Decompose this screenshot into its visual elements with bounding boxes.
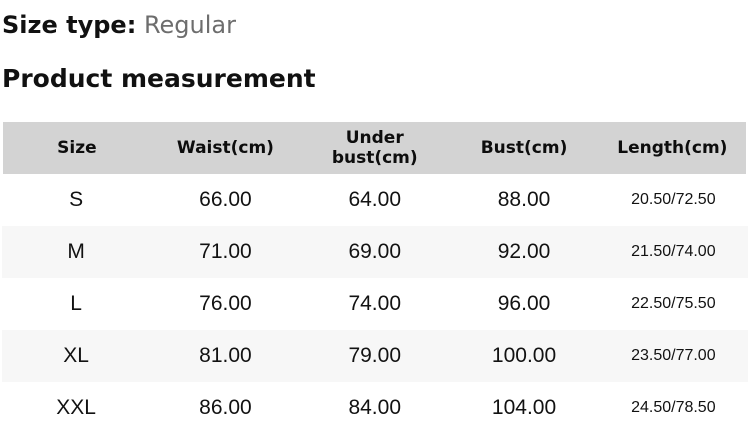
column-header-length: Length(cm) xyxy=(598,121,750,174)
product-size-section: Size type: Regular Product measurement S… xyxy=(0,11,750,434)
cell-waist: 86.00 xyxy=(199,395,252,419)
column-header-under-bust: Under bust(cm) xyxy=(300,121,450,174)
cell-under-bust: 74.00 xyxy=(348,291,402,315)
table-row-xxl: XXL 86.00 84.00 104.00 24.50/78.50 xyxy=(2,382,749,434)
cell-under-bust: 79.00 xyxy=(348,343,402,367)
cell-waist: 76.00 xyxy=(199,291,252,315)
cell-size: S xyxy=(69,187,84,211)
table-head: Size Waist(cm) Under bust(cm) Bust(cm) L… xyxy=(0,121,750,174)
cell-under-bust: 84.00 xyxy=(348,395,402,419)
table-header-row: Size Waist(cm) Under bust(cm) Bust(cm) L… xyxy=(0,121,750,174)
cell-waist: 66.00 xyxy=(199,187,252,211)
column-header-bust: Bust(cm) xyxy=(449,121,599,174)
cell-size: XL xyxy=(63,343,89,367)
cell-bust: 96.00 xyxy=(497,291,551,315)
cell-bust: 88.00 xyxy=(497,187,551,211)
size-type-label: Size type: xyxy=(2,11,137,39)
cell-bust: 104.00 xyxy=(491,395,557,419)
cell-under-bust: 69.00 xyxy=(348,239,402,263)
table-row-m: M 71.00 69.00 92.00 21.50/74.00 xyxy=(1,225,748,278)
cell-length: 21.50/74.00 xyxy=(631,242,716,260)
size-type-value: Regular xyxy=(143,11,236,39)
cell-waist: 71.00 xyxy=(199,239,252,263)
table-row-l: L 76.00 74.00 96.00 22.50/75.50 xyxy=(2,278,749,330)
table-row-xl: XL 81.00 79.00 100.00 23.50/77.00 xyxy=(1,329,748,382)
cell-under-bust: 64.00 xyxy=(348,187,402,211)
column-header-waist: Waist(cm) xyxy=(150,121,301,174)
cell-length: 22.50/75.50 xyxy=(631,294,716,312)
section-title: Product measurement xyxy=(2,63,316,93)
cell-size: M xyxy=(67,239,85,263)
cell-bust: 92.00 xyxy=(497,239,551,263)
cell-bust: 100.00 xyxy=(491,343,557,367)
cell-length: 20.50/72.50 xyxy=(631,190,716,208)
measurement-table: Size Waist(cm) Under bust(cm) Bust(cm) L… xyxy=(0,121,750,434)
column-header-size: Size xyxy=(0,121,151,174)
size-type-line: Size type: Regular xyxy=(2,11,750,40)
table-row-s: S 66.00 64.00 88.00 20.50/72.50 xyxy=(2,174,749,226)
table-body: S 66.00 64.00 88.00 20.50/72.50 M 71.00 69.00 92… xyxy=(1,174,749,434)
cell-size: XXL xyxy=(56,395,96,419)
cell-waist: 81.00 xyxy=(199,343,252,367)
cell-length: 24.50/78.50 xyxy=(631,398,716,416)
cell-length: 23.50/77.00 xyxy=(631,346,716,364)
cell-size: L xyxy=(70,291,82,315)
